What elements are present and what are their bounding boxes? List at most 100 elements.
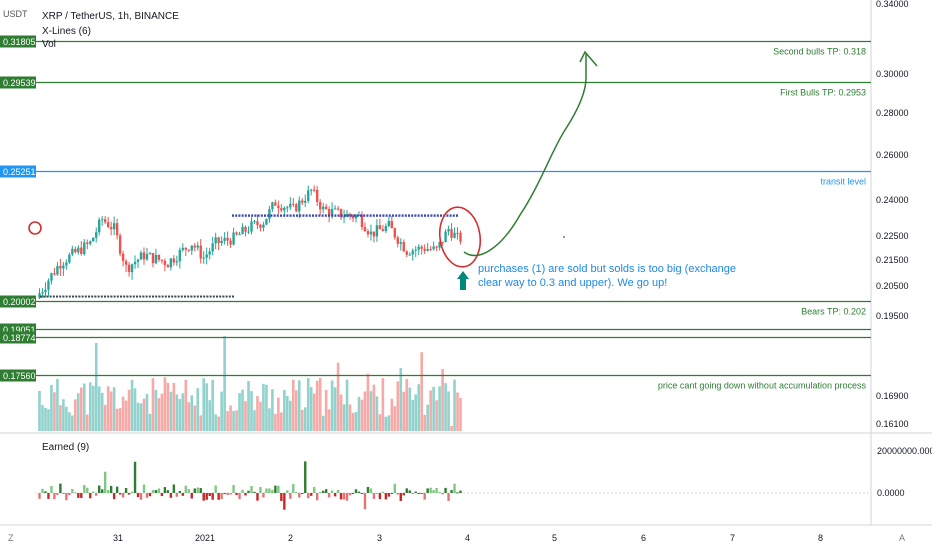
volume-bar <box>85 414 89 431</box>
xline-dot <box>68 295 71 298</box>
candle-body <box>438 241 441 248</box>
xline-dot <box>244 214 247 217</box>
xline-dot <box>123 295 126 298</box>
volume-bar <box>324 389 328 431</box>
earned-bar <box>112 493 116 500</box>
earned-bar <box>214 485 217 493</box>
earned-bar <box>301 493 304 494</box>
candle-body <box>459 232 462 242</box>
earned-tick-top: 20000000.0000 <box>877 446 932 456</box>
xline-dot <box>184 295 186 298</box>
volume-bar <box>226 411 229 431</box>
volume-bar <box>62 399 65 431</box>
candle-body <box>393 228 397 238</box>
earned-bar <box>298 493 301 498</box>
candles <box>38 185 462 300</box>
volume-bar <box>250 391 253 431</box>
xline-dot <box>196 295 199 298</box>
volume-bar <box>214 414 217 431</box>
xline-dot <box>312 214 314 217</box>
level-price-text: 0.25251 <box>3 167 36 177</box>
earned-bar <box>151 490 155 493</box>
earned-bar <box>336 489 340 493</box>
volume-bar <box>253 410 256 431</box>
candle-body <box>98 219 101 233</box>
volume-bar <box>342 404 346 431</box>
candle-body <box>277 205 280 209</box>
volume-bar <box>154 389 158 431</box>
earned-bar <box>196 487 199 493</box>
volume-bar <box>330 380 334 431</box>
candle-body <box>130 264 134 273</box>
time-label-3: 3 <box>377 533 383 543</box>
xline-dot <box>40 295 42 298</box>
xline-dot <box>369 214 372 217</box>
earned-bar <box>181 493 185 496</box>
earned-tick-zero: 0.0000 <box>877 488 905 498</box>
candle-body <box>232 232 235 245</box>
volume-bar <box>339 394 343 431</box>
level-price-badge <box>0 369 36 382</box>
earned-bar <box>202 493 205 501</box>
candle-body <box>157 254 161 260</box>
level-price-text: 0.29539 <box>3 78 36 88</box>
volume-bar <box>366 373 370 431</box>
volume-bar <box>127 389 131 431</box>
earned-bar <box>187 489 190 493</box>
level-price-text: 0.19051 <box>3 325 36 335</box>
red-marker-left <box>28 221 42 235</box>
earned-bar <box>148 493 152 497</box>
candle-body <box>238 234 241 236</box>
earned-bar <box>115 486 119 493</box>
volume-bar <box>172 382 176 431</box>
candle-body <box>151 253 155 264</box>
earned-bar <box>366 486 370 493</box>
volume-bar <box>41 405 44 431</box>
earned-bar <box>59 483 62 493</box>
volume-bar <box>408 387 412 431</box>
xline-dot <box>219 295 222 298</box>
candle-body <box>59 266 62 269</box>
candle-body <box>351 216 355 219</box>
volume-bar <box>65 406 68 431</box>
price-tick-label: 0.28000 <box>876 108 909 118</box>
candle-body <box>226 237 229 241</box>
xline-dot <box>452 214 455 217</box>
xline-dot <box>299 214 302 217</box>
auto-scale-button[interactable]: A <box>899 533 906 543</box>
earned-bar <box>402 493 405 496</box>
volume-bar <box>232 410 235 431</box>
xline-dot <box>340 214 343 217</box>
xline-dot <box>43 295 46 298</box>
candle-body <box>304 200 307 203</box>
volume-bar <box>244 401 247 431</box>
candle-body <box>405 251 408 255</box>
projection-curve <box>463 54 587 257</box>
xline-dot <box>97 295 100 298</box>
xline-dot <box>152 295 154 298</box>
earned-bar <box>423 493 426 500</box>
candle-body <box>208 251 211 255</box>
volume-bar <box>229 405 232 431</box>
xline-dot <box>366 214 369 217</box>
volume-bar <box>88 382 92 431</box>
volume-bar <box>369 391 373 431</box>
stray-dot <box>563 236 565 238</box>
volume-bar <box>306 378 310 431</box>
candle-body <box>435 246 438 248</box>
earned-bar <box>142 484 146 493</box>
earned-bar <box>360 493 364 494</box>
earned-bar <box>262 493 265 498</box>
candle-body <box>321 206 325 210</box>
xline-dot <box>273 214 276 217</box>
earned-bar <box>136 493 140 498</box>
candle-body <box>142 252 146 260</box>
volume-bar <box>265 384 268 431</box>
earned-bar <box>447 493 450 501</box>
volume-bar <box>223 336 226 431</box>
candle-body <box>324 206 328 210</box>
xline-dot <box>212 295 215 298</box>
level-note: transit level <box>820 177 866 187</box>
zoom-button[interactable]: Z <box>8 533 14 543</box>
